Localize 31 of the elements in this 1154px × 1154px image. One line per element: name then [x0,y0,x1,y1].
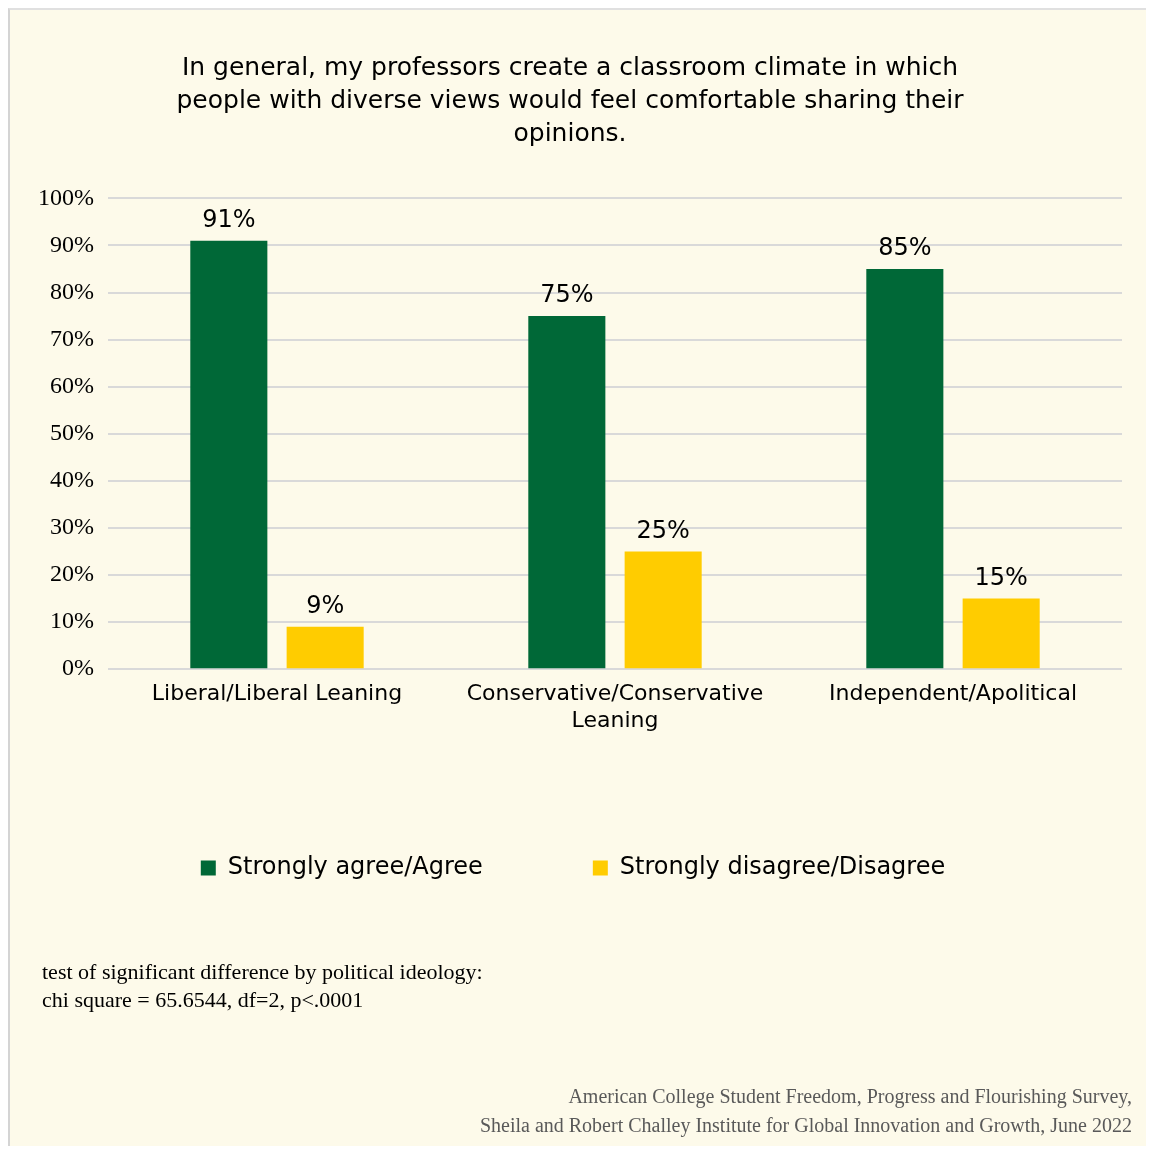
y-tick-label: 40% [49,466,94,493]
data-label: 9% [306,591,345,620]
data-label: 91% [202,205,256,234]
y-tick-label: 20% [49,560,94,587]
bar [528,316,606,669]
data-label: 25% [636,515,690,544]
bar [866,269,944,669]
bar [624,551,702,669]
chart-title: In general, my professors create a classroom climate in which people with diverse views would feel comfortable sharing their opinions. [175,51,965,149]
y-tick-label: 0% [61,654,94,681]
bar [286,626,364,669]
y-tick-label: 80% [49,277,94,304]
y-tick-label: 50% [49,419,94,446]
data-label: 75% [540,280,594,309]
text: American College Student Freedom, Progress and Flourishing Survey, Sheila and Robert Challey Institute for Global Innovation and Growth, June 2022 [479,1084,1132,1139]
text: test of significant difference by political ideology: chi square = 65.6544, df=2, p<.0001 [42,958,483,1014]
x-tick-label: Liberal/Liberal Leaning [151,680,403,706]
y-tick-label: 90% [49,230,94,257]
y-tick-label: 60% [49,372,94,399]
legend-label: Strongly disagree/Disagree [619,852,946,881]
y-tick-label: 30% [49,513,94,540]
x-tick-label: Conservative/Conservative Leaning [466,680,764,732]
bar [962,598,1040,669]
y-tick-label: 10% [49,607,94,634]
x-tick-label: Independent/Apolitical [829,680,1077,706]
y-tick-label: 70% [49,324,94,351]
legend-label: Strongly agree/Agree [227,852,483,881]
data-label: 15% [974,562,1028,591]
bar [190,240,268,669]
data-label: 85% [878,233,932,262]
y-tick-label: 100% [37,183,94,210]
